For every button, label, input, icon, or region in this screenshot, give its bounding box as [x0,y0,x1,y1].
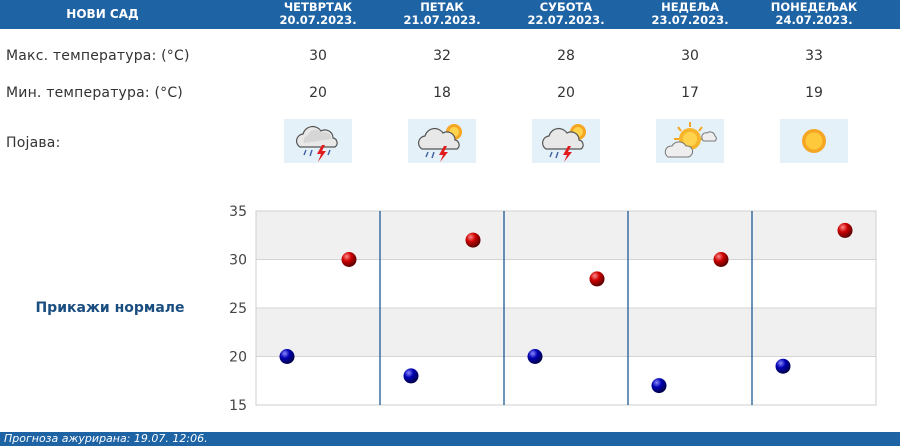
day-header-3: СУБОТА 22.07.2023. [506,0,626,29]
partly-sunny-thunderstorm-icon [408,119,476,163]
day-header-2: ПЕТАК 21.07.2023. [382,0,502,29]
footer-bar: Прогноза ажурирана: 19.07. 12:06. [0,432,900,446]
max-temp-label: Макс. температура: (°C) [6,48,190,64]
day-name: ПОНЕДЕЉАК [770,0,858,14]
day-name: НЕДЕЉА [661,0,719,14]
thunderstorm-rain-icon [284,119,352,163]
max-temp-value: 33 [805,48,823,64]
plot-band [256,356,876,405]
day-header-1: ЧЕТВРТАК 20.07.2023. [258,0,378,29]
day-name: ПЕТАК [420,0,464,14]
plot-band [256,259,876,308]
phenomenon-label: Појава: [6,135,61,151]
max-temp-point [837,222,853,238]
min-temp-value: 17 [681,85,699,101]
city-name: НОВИ САД [66,7,139,21]
min-temp-point [651,378,667,394]
day-date: 20.07.2023. [279,13,357,27]
day-date: 22.07.2023. [527,13,605,27]
y-tick-label: 25 [229,301,247,317]
plot-band [256,308,876,357]
day-date: 23.07.2023. [651,13,729,27]
max-temp-point [713,252,729,267]
min-temp-label: Мин. температура: (°C) [6,85,183,101]
max-temp-value: 30 [681,48,699,64]
show-normals-link[interactable]: Прикажи нормале [35,300,185,316]
max-temp-value: 30 [309,48,327,64]
day-header-5: ПОНЕДЕЉАК 24.07.2023. [754,0,874,29]
min-temp-point [279,349,295,364]
day-header-4: НЕДЕЉА 23.07.2023. [630,0,750,29]
min-temp-value: 18 [433,85,451,101]
min-temp-point [527,349,543,364]
partly-sunny-thunderstorm-icon [532,119,600,163]
y-tick-label: 30 [229,253,247,269]
min-temp-value: 20 [557,85,575,101]
min-temp-value: 19 [805,85,823,101]
min-temp-point [775,358,791,374]
day-name: СУБОТА [539,0,593,14]
day-name: ЧЕТВРТАК [283,0,353,14]
y-tick-label: 20 [229,350,247,366]
max-temp-point [465,232,481,248]
y-tick-label: 35 [229,204,247,220]
plot-band [256,211,876,260]
forecast-header: НОВИ САД ЧЕТВРТАК 20.07.2023. ПЕТАК 21.0… [0,0,900,29]
y-tick-label: 15 [229,398,247,414]
max-temp-point [341,252,357,267]
day-date: 21.07.2023. [403,13,481,27]
min-temp-point [403,368,419,384]
forecast-updated-text: Прогноза ажурирана: 19.07. 12:06. [4,432,208,445]
day-date: 24.07.2023. [775,13,853,27]
plot-border [255,210,877,406]
sun-behind-cloud-icon [656,119,724,163]
max-temp-point [589,271,605,287]
min-temp-value: 20 [309,85,327,101]
max-temp-value: 32 [433,48,451,64]
sun-icon [780,119,848,163]
max-temp-value: 28 [557,48,575,64]
